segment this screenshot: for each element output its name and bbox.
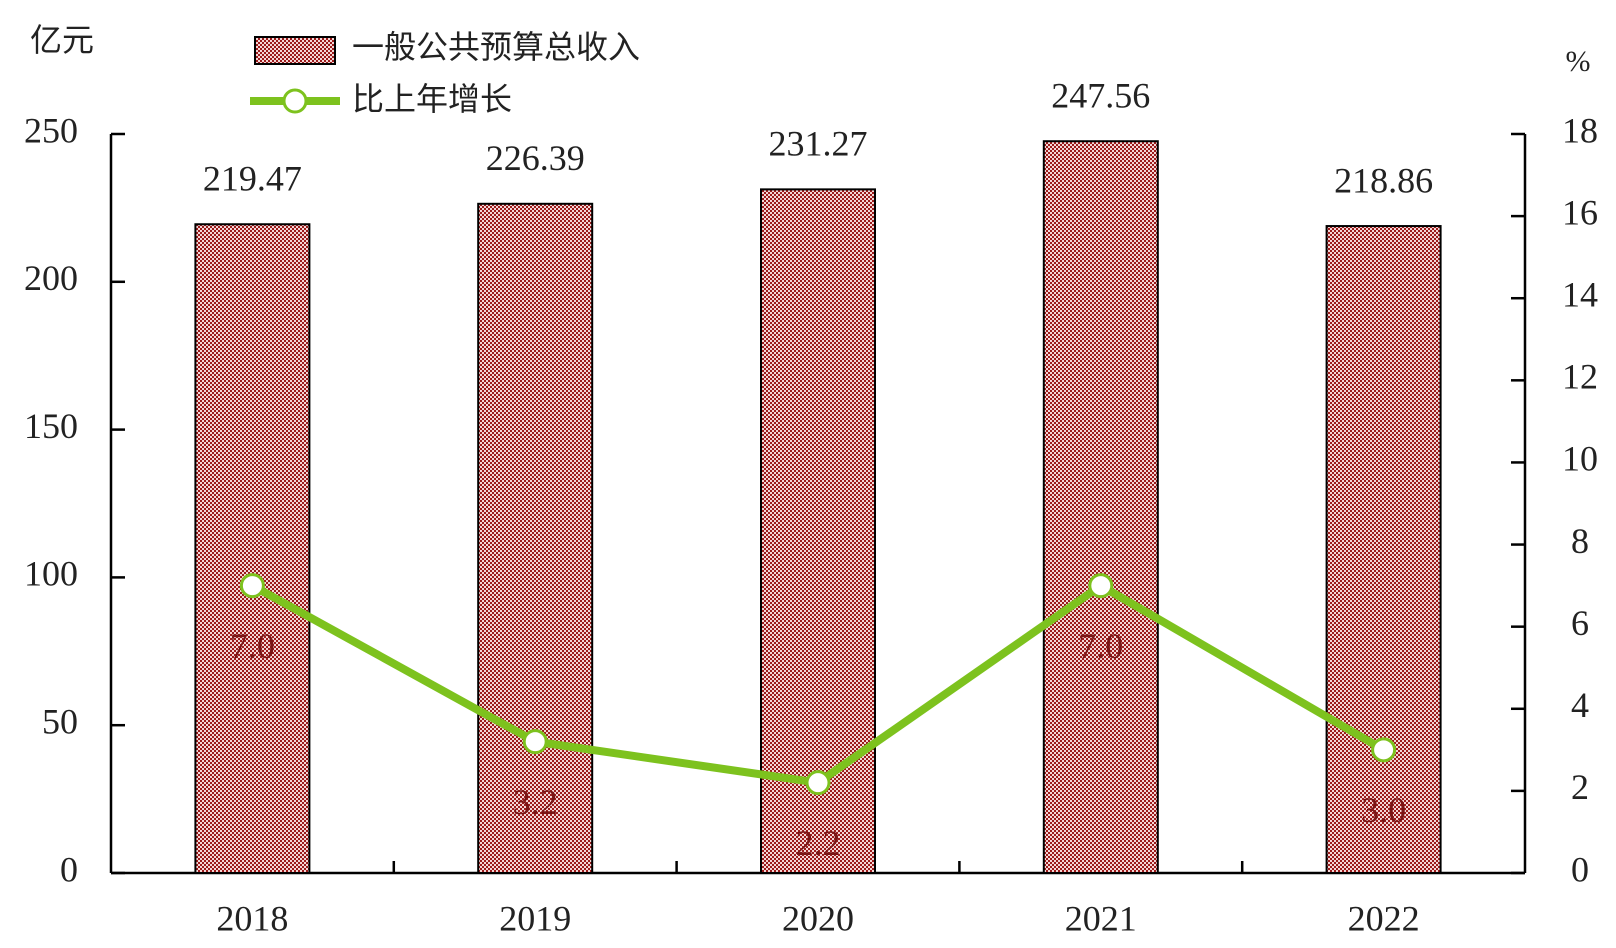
bar (477, 202, 594, 875)
y-tick-label: 150 (24, 406, 78, 446)
bar (194, 223, 311, 874)
y-tick-label: 200 (24, 258, 78, 298)
line-marker (1088, 573, 1114, 599)
line-marker (239, 573, 265, 599)
y2-tick-label: 10 (1562, 439, 1598, 479)
line-marker (522, 729, 548, 755)
y2-tick-label: 0 (1571, 849, 1589, 889)
legend-label: 一般公共预算总收入 (352, 28, 640, 66)
y-tick-label: 0 (60, 849, 78, 889)
x-tick-label: 2022 (1348, 898, 1420, 938)
data-label: 7.0 (1078, 626, 1123, 666)
legend-label: 比上年增长 (352, 80, 512, 118)
y-axis-label: 亿元 (30, 21, 94, 59)
data-label: 2.2 (796, 823, 841, 863)
data-label: 219.47 (203, 159, 302, 199)
y2-tick-label: 16 (1562, 192, 1598, 232)
y2-tick-label: 14 (1562, 274, 1598, 314)
x-tick-label: 2019 (499, 898, 571, 938)
data-label: 247.56 (1051, 75, 1150, 115)
y2-tick-label: 2 (1571, 767, 1589, 807)
y-tick-label: 100 (24, 554, 78, 594)
y2-tick-label: 18 (1562, 110, 1598, 150)
x-tick-label: 2020 (782, 898, 854, 938)
line-marker (1371, 737, 1397, 763)
data-label: 226.39 (486, 138, 585, 178)
y-tick-label: 50 (42, 701, 78, 741)
y2-tick-label: 12 (1562, 357, 1598, 397)
bar (1325, 225, 1442, 874)
x-tick-label: 2018 (216, 898, 288, 938)
data-label: 7.0 (230, 626, 275, 666)
data-label: 3.0 (1361, 790, 1406, 830)
data-label: 3.2 (513, 782, 558, 822)
x-tick-label: 2021 (1065, 898, 1137, 938)
legend-swatch-bar (254, 36, 336, 65)
data-label: 231.27 (769, 124, 868, 164)
bar (1042, 140, 1159, 874)
y2-tick-label: 8 (1571, 521, 1589, 561)
y-tick-label: 250 (24, 110, 78, 150)
line-marker (805, 770, 831, 796)
legend-swatch-marker (282, 88, 308, 114)
y2-tick-label: 4 (1571, 685, 1589, 725)
y2-axis-label: % (1566, 45, 1591, 78)
y2-tick-label: 6 (1571, 603, 1589, 643)
data-label: 218.86 (1334, 160, 1433, 200)
